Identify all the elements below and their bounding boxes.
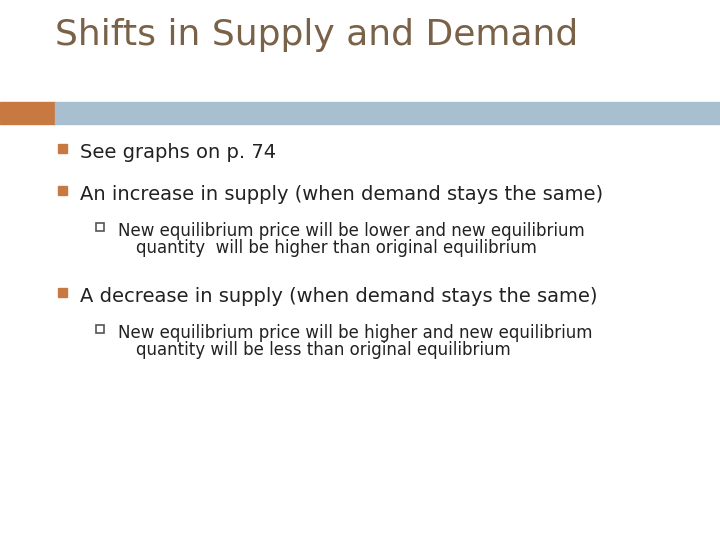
Bar [58, 186, 66, 194]
Bar [58, 287, 66, 296]
Text: New equilibrium price will be lower and new equilibrium: New equilibrium price will be lower and … [118, 222, 585, 240]
Text: An increase in supply (when demand stays the same): An increase in supply (when demand stays… [80, 185, 603, 204]
Bar [96, 223, 104, 231]
Text: See graphs on p. 74: See graphs on p. 74 [80, 143, 276, 162]
Bar [0, 102, 55, 124]
Text: Shifts in Supply and Demand: Shifts in Supply and Demand [55, 18, 578, 52]
Text: quantity will be less than original equilibrium: quantity will be less than original equi… [136, 341, 510, 359]
Bar [55, 102, 720, 124]
Bar [96, 325, 104, 333]
Bar [58, 144, 66, 152]
Text: A decrease in supply (when demand stays the same): A decrease in supply (when demand stays … [80, 287, 598, 306]
Text: New equilibrium price will be higher and new equilibrium: New equilibrium price will be higher and… [118, 324, 593, 342]
Text: quantity  will be higher than original equilibrium: quantity will be higher than original eq… [136, 239, 537, 257]
